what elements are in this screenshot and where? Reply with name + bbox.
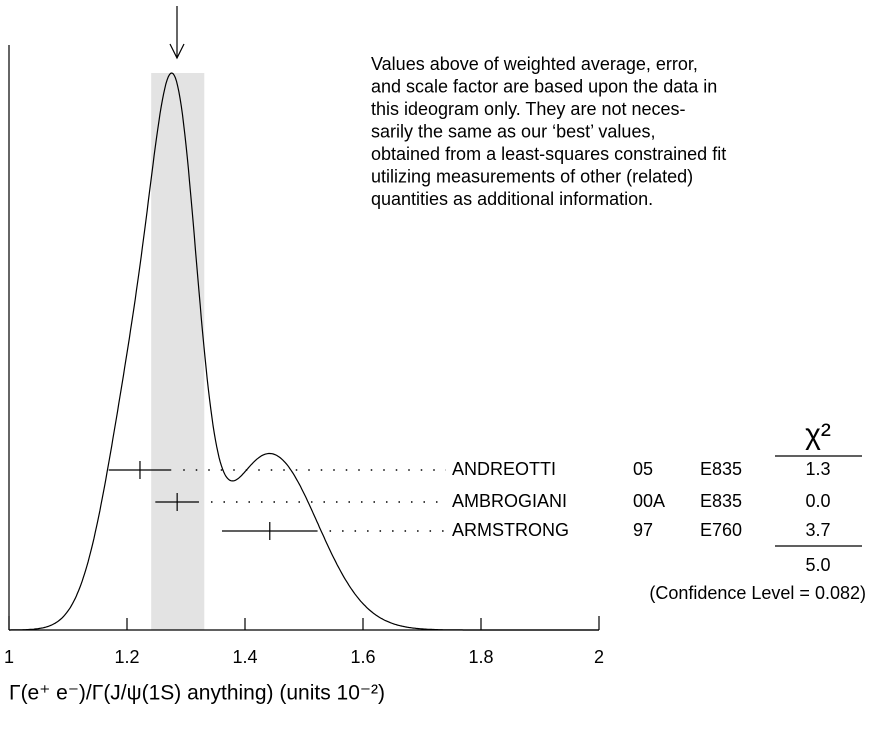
note-line: and scale factor are based upon the data… (371, 76, 717, 96)
x-tick-label: 1.8 (468, 647, 493, 667)
chi2-value: 3.7 (805, 520, 830, 540)
x-axis-label: Γ(e⁺ e⁻)/Γ(J/ψ(1S) anything) (units 10⁻²… (9, 682, 385, 705)
measurement-experiment: E835 (700, 459, 742, 479)
note-line: Values above of weighted average, error, (371, 54, 698, 74)
chi2-total: 5.0 (805, 555, 830, 575)
chi2-header: χ² (805, 418, 831, 451)
measurement-name: ARMSTRONG (452, 520, 569, 540)
measurement-experiment: E835 (700, 491, 742, 511)
note-line: quantities as additional information. (371, 189, 653, 209)
x-tick-label: 2 (594, 647, 604, 667)
measurement-year: 97 (633, 520, 653, 540)
measurement-year: 00A (633, 491, 665, 511)
average-arrow-head (169, 43, 185, 60)
note-line: sarily the same as our ‘best’ values, (371, 121, 655, 141)
ideogram-curve (9, 72, 599, 631)
note-line: utilizing measurements of other (related… (371, 166, 693, 186)
note-line: obtained from a least-squares constraine… (371, 144, 726, 164)
note-line: this ideogram only. They are not neces- (371, 99, 686, 119)
measurement-year: 05 (633, 459, 653, 479)
measurement-experiment: E760 (700, 520, 742, 540)
x-tick-label: 1.2 (114, 647, 139, 667)
x-tick-label: 1.6 (350, 647, 375, 667)
chi2-value: 0.0 (805, 491, 830, 511)
measurement-name: AMBROGIANI (452, 491, 567, 511)
x-tick-label: 1 (4, 647, 14, 667)
average-band (151, 73, 205, 630)
chi2-value: 1.3 (805, 459, 830, 479)
x-tick-label: 1.4 (232, 647, 257, 667)
measurement-name: ANDREOTTI (452, 459, 556, 479)
confidence-level: (Confidence Level = 0.082) (649, 583, 866, 603)
